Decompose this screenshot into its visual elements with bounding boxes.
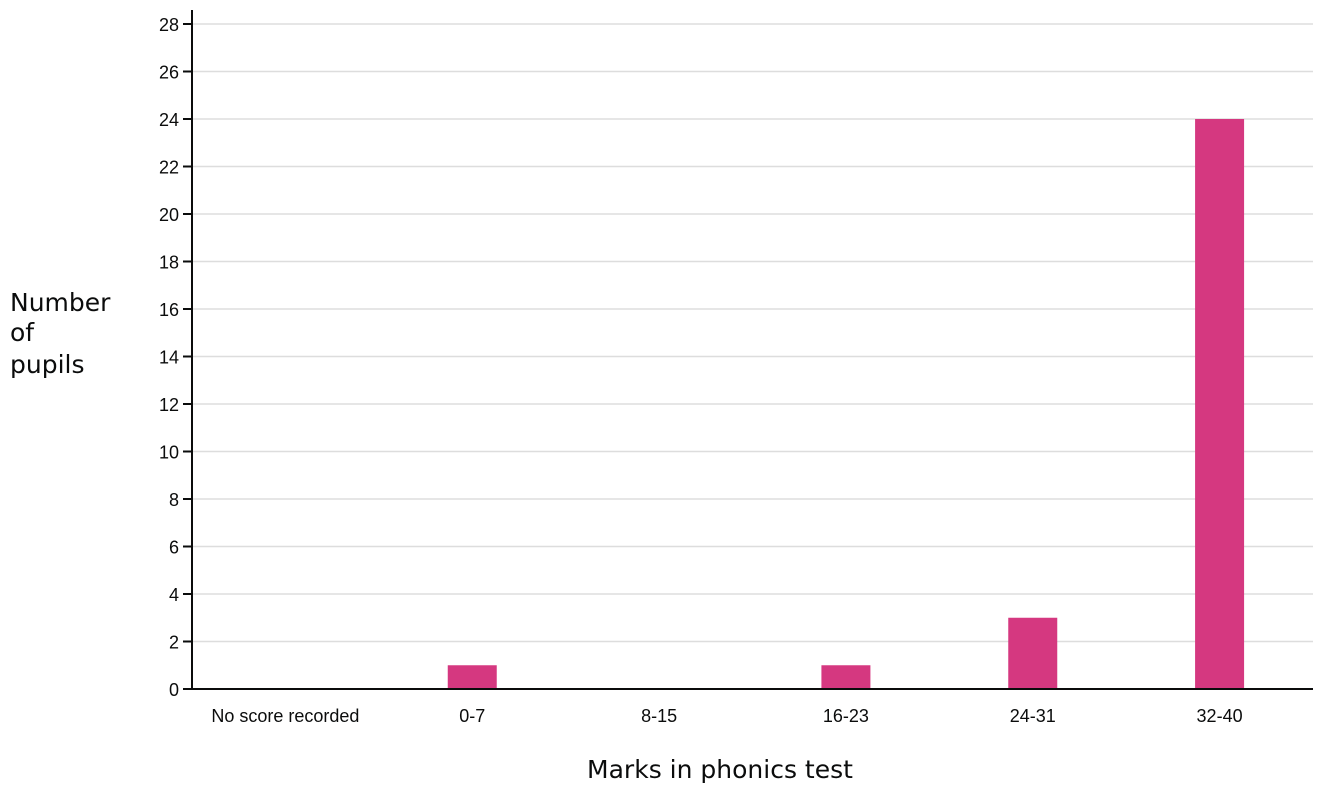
bar-5: [1008, 617, 1058, 689]
y-tick-label-18: 18: [159, 253, 179, 273]
bar-4: [821, 665, 871, 689]
y-axis-title-line-3: pupils: [10, 350, 85, 379]
x-tick-label-3: 8-15: [641, 706, 677, 726]
x-tick-label-1: No score recorded: [211, 706, 359, 726]
bar-2: [447, 665, 497, 689]
y-tick-label-12: 12: [159, 395, 179, 415]
y-tick-label-2: 2: [169, 633, 179, 653]
y-tick-label-8: 8: [169, 490, 179, 510]
y-axis-title-line-1: Number: [10, 288, 111, 317]
x-axis-title: Marks in phonics test: [587, 755, 853, 784]
y-tick-label-16: 16: [159, 300, 179, 320]
y-tick-label-22: 22: [159, 158, 179, 178]
y-tick-label-0: 0: [169, 680, 179, 700]
y-axis-title-line-2: of: [10, 318, 35, 347]
y-tick-label-24: 24: [159, 110, 179, 130]
grid-layer: [192, 23, 1313, 643]
bar-6: [1195, 119, 1245, 689]
bar-layer: [447, 119, 1245, 689]
y-tick-label-14: 14: [159, 348, 179, 368]
x-tick-label-5: 24-31: [1010, 706, 1056, 726]
y-tick-label-26: 26: [159, 63, 179, 83]
x-tick-label-2: 0-7: [459, 706, 485, 726]
x-tick-label-6: 32-40: [1197, 706, 1243, 726]
y-tick-label-6: 6: [169, 538, 179, 558]
y-tick-label-10: 10: [159, 443, 179, 463]
y-tick-label-28: 28: [159, 15, 179, 35]
y-tick-label-20: 20: [159, 205, 179, 225]
y-tick-label-4: 4: [169, 585, 179, 605]
x-tick-label-4: 16-23: [823, 706, 869, 726]
